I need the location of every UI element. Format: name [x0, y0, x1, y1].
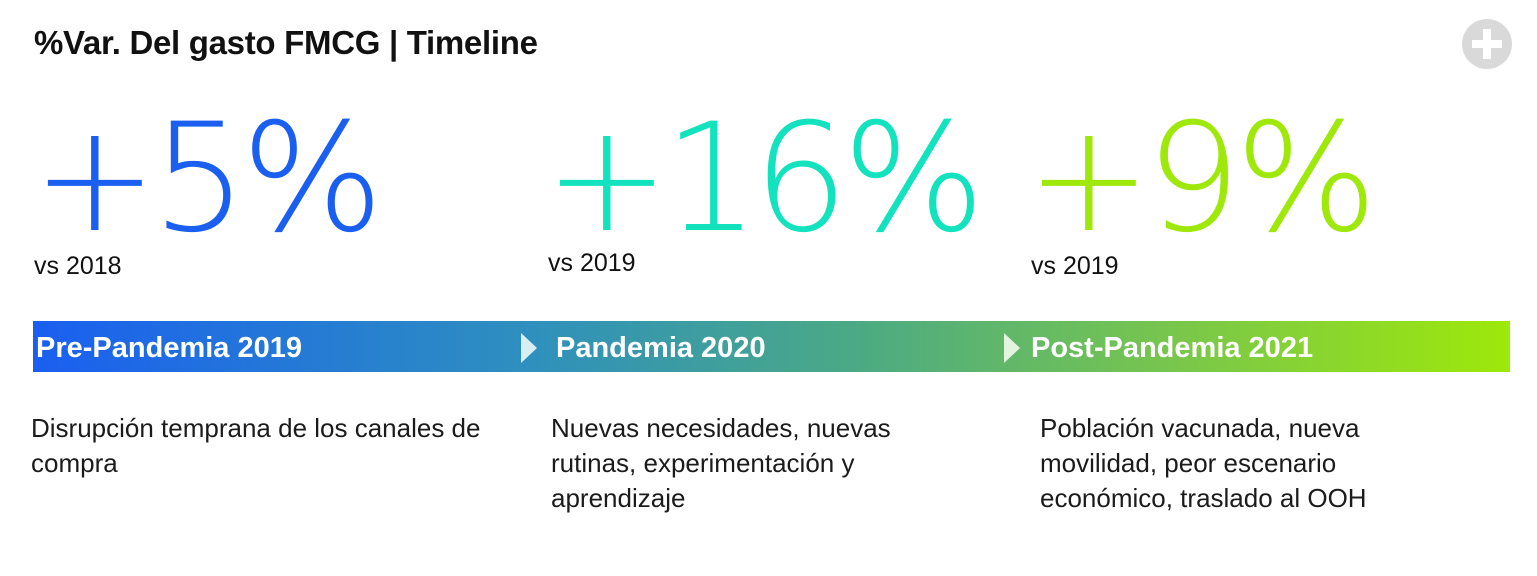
- stat-value-2021: +9%: [1026, 92, 1378, 266]
- page-title: %Var. Del gasto FMCG | Timeline: [34, 24, 538, 61]
- phase-label-pre-pandemia: Pre-Pandemia 2019: [36, 332, 302, 364]
- phase-description-pandemia: Nuevas necesidades, nuevas rutinas, expe…: [551, 413, 891, 513]
- add-button[interactable]: [1462, 19, 1512, 69]
- phase-description-pre-pandemia: Disrupción temprana de los canales de co…: [31, 413, 481, 478]
- stat-value-2019: +5%: [32, 92, 384, 266]
- stat-comparison-2020: vs 2019: [548, 249, 636, 277]
- stat-value-2020: +16%: [544, 92, 985, 266]
- plus-circle-icon: [1472, 29, 1502, 59]
- timeline-bar: [33, 321, 1510, 372]
- chevron-right-icon: [521, 333, 537, 363]
- phase-label-post-pandemia: Post-Pandemia 2021: [1031, 332, 1314, 364]
- phase-description-post-pandemia: Población vacunada, nueva movilidad, peo…: [1040, 413, 1367, 513]
- stat-comparison-2019: vs 2018: [34, 252, 122, 280]
- chevron-right-icon: [1004, 333, 1020, 363]
- stat-comparison-2021: vs 2019: [1031, 252, 1119, 280]
- phase-label-pandemia: Pandemia 2020: [556, 332, 766, 364]
